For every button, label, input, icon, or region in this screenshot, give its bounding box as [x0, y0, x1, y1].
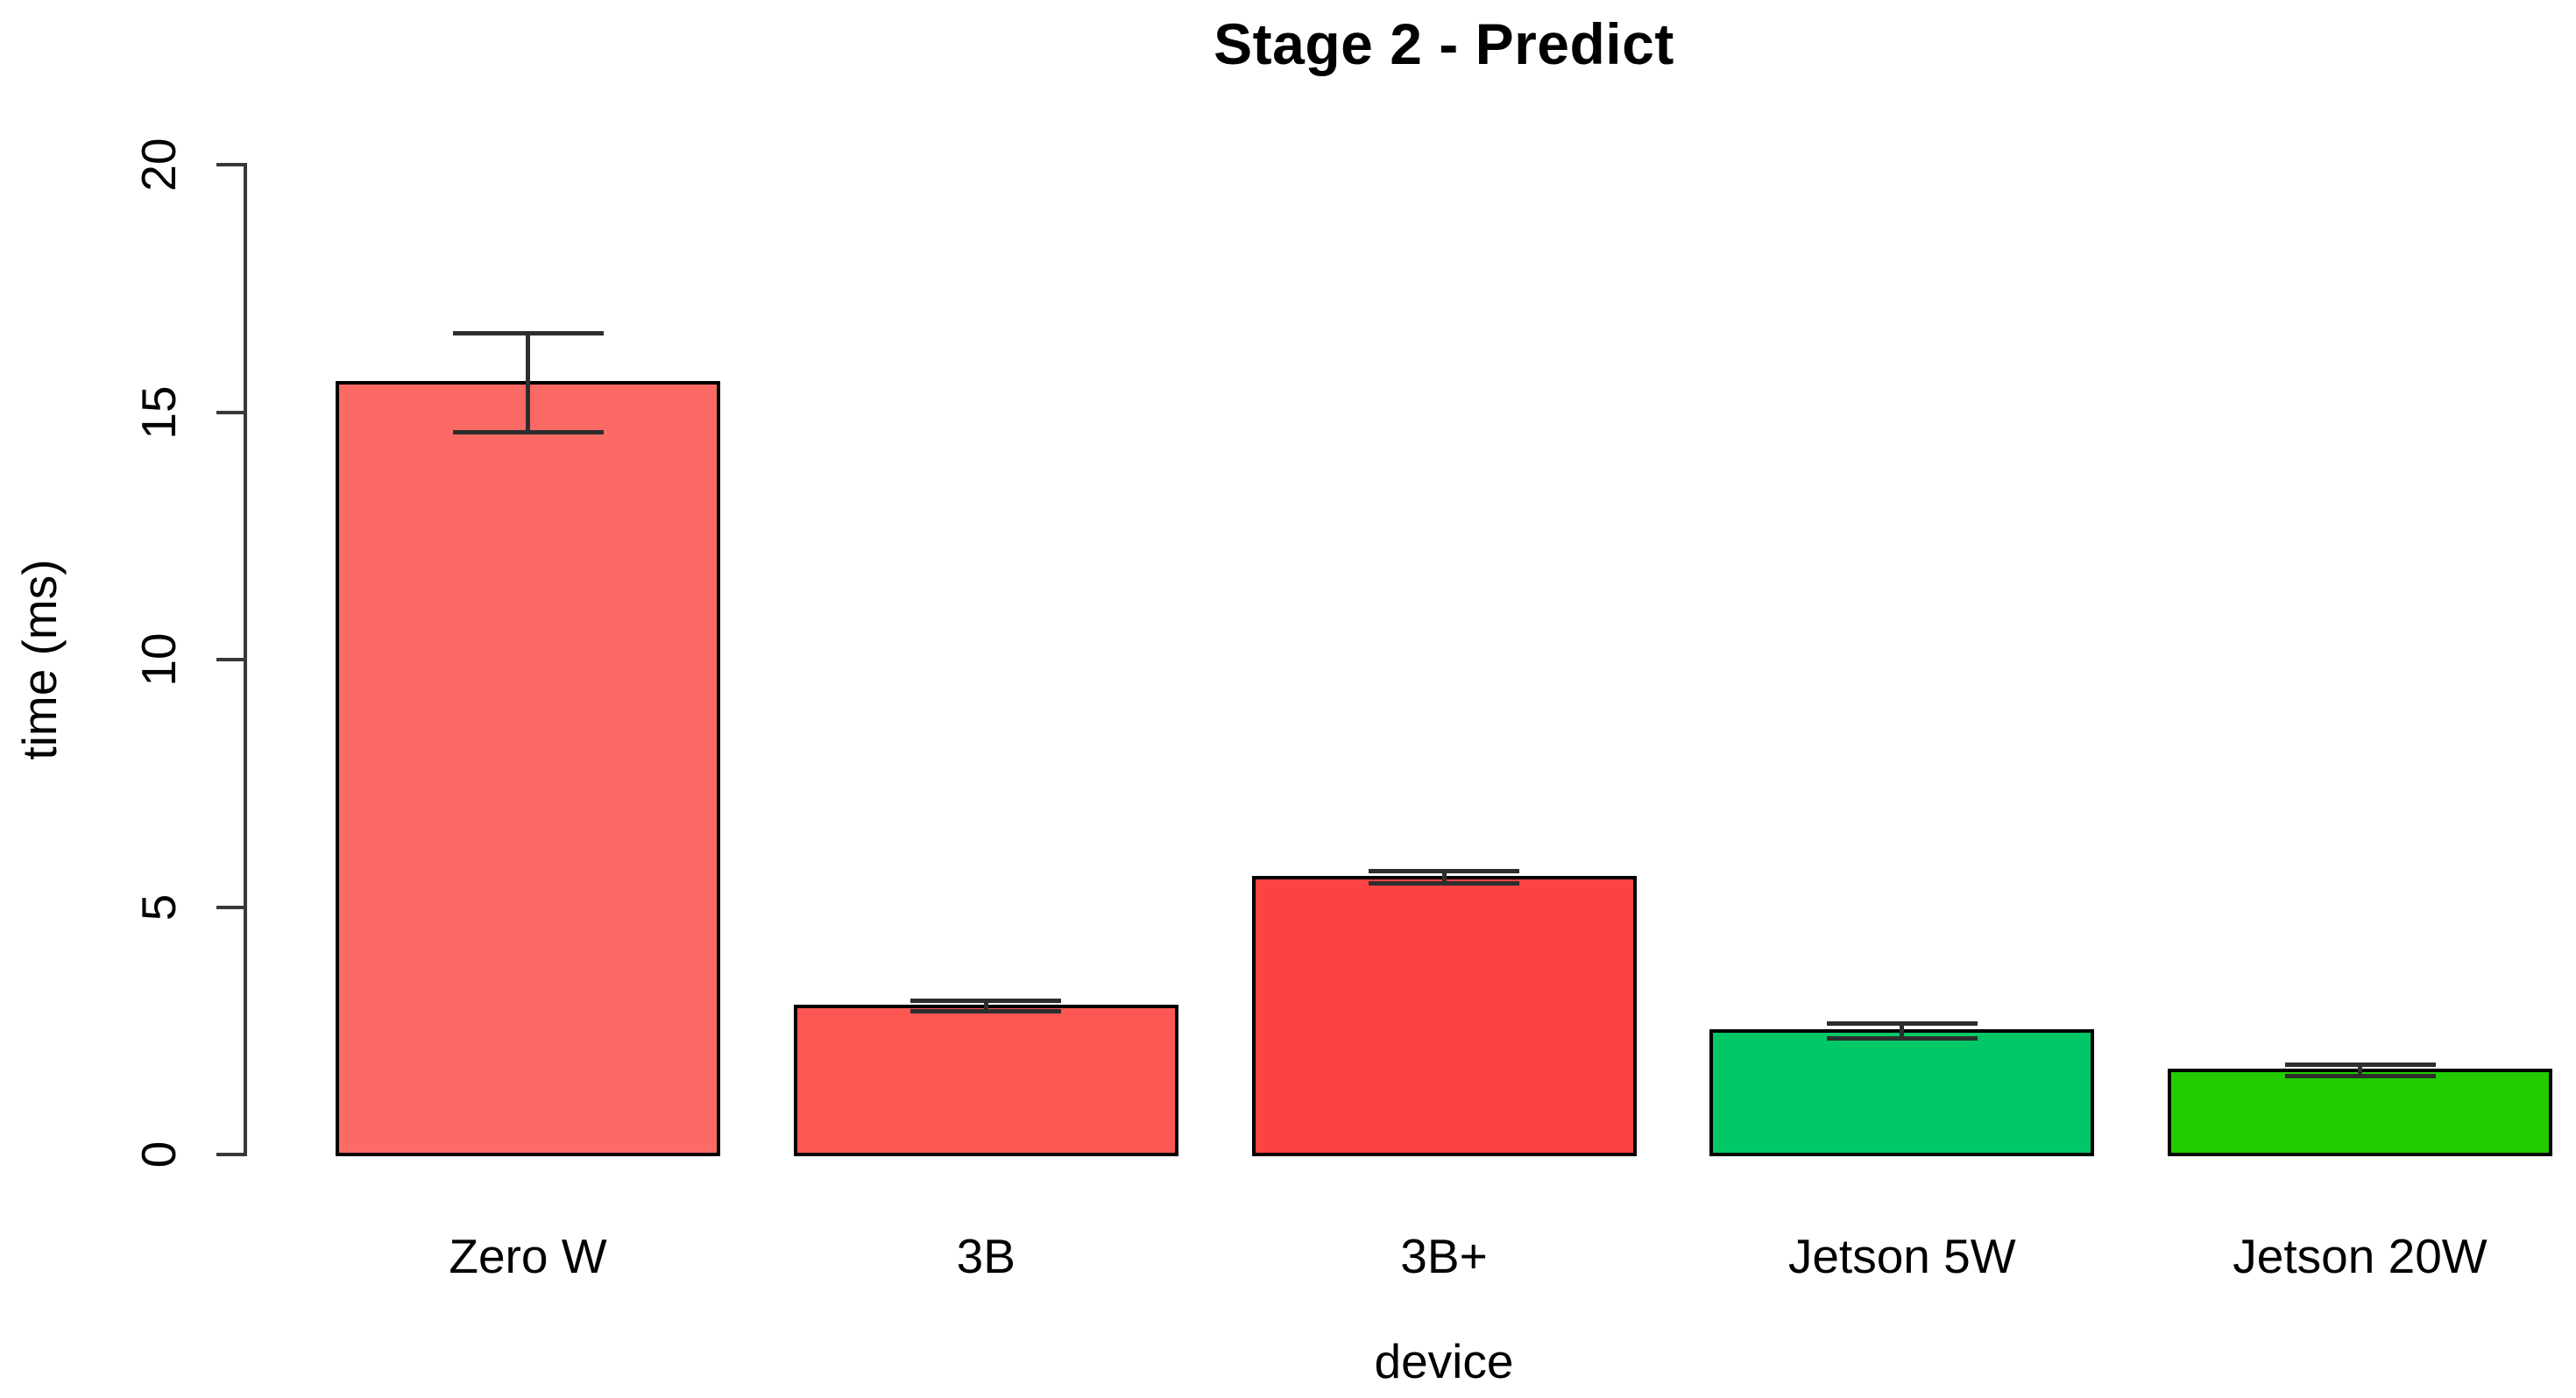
category-label: 3B+ — [1400, 1229, 1488, 1283]
error-bar-line — [526, 333, 530, 433]
category-label: Zero W — [449, 1229, 607, 1283]
error-bar-cap-bottom — [2284, 1073, 2436, 1078]
error-bar-cap-top — [1369, 868, 1519, 873]
error-bar-cap-top — [1826, 1020, 1978, 1026]
error-bar-line — [2358, 1064, 2362, 1077]
error-bar-cap-bottom — [1369, 881, 1519, 886]
error-bar-cap-top — [2284, 1063, 2436, 1068]
bar — [793, 1004, 1178, 1156]
y-tick — [216, 163, 246, 166]
y-tick — [216, 658, 246, 661]
category-label: Jetson 5W — [1787, 1229, 2016, 1283]
y-tick-label: 15 — [131, 385, 186, 440]
y-tick-label: 5 — [131, 893, 186, 921]
bar — [1709, 1028, 2095, 1156]
category-label: 3B — [956, 1229, 1016, 1283]
y-tick — [216, 1153, 246, 1156]
error-bar-cap-bottom — [1826, 1035, 1978, 1041]
y-tick-label: 20 — [131, 138, 186, 192]
error-bar-cap-top — [452, 330, 604, 335]
bar — [336, 380, 720, 1156]
error-bar-line — [983, 1000, 988, 1012]
y-tick — [216, 410, 246, 414]
category-label: Jetson 20W — [2233, 1229, 2488, 1283]
bar — [2168, 1068, 2552, 1156]
x-axis-label: device — [1374, 1334, 1514, 1388]
error-bar-line — [1441, 871, 1447, 884]
error-bar-cap-bottom — [910, 1009, 1062, 1014]
y-axis-label: time (ms) — [12, 559, 67, 760]
chart-title: Stage 2 - Predict — [1214, 11, 1674, 76]
error-bar-line — [1900, 1023, 1905, 1039]
y-tick — [216, 905, 246, 909]
y-tick-label: 0 — [131, 1140, 186, 1169]
error-bar-cap-bottom — [452, 429, 604, 434]
bar — [1251, 875, 1637, 1156]
error-bar-cap-top — [910, 998, 1062, 1003]
y-tick-label: 10 — [131, 632, 186, 687]
